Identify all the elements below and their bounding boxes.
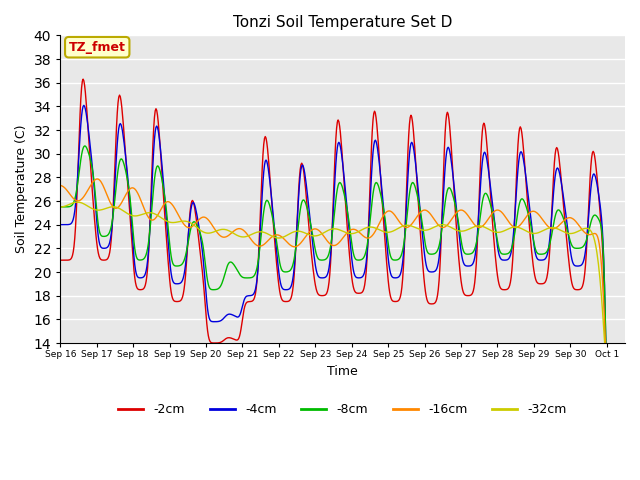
Text: TZ_fmet: TZ_fmet — [69, 41, 125, 54]
X-axis label: Time: Time — [327, 364, 358, 377]
Title: Tonzi Soil Temperature Set D: Tonzi Soil Temperature Set D — [233, 15, 452, 30]
Legend: -2cm, -4cm, -8cm, -16cm, -32cm: -2cm, -4cm, -8cm, -16cm, -32cm — [113, 398, 572, 421]
Y-axis label: Soil Temperature (C): Soil Temperature (C) — [15, 125, 28, 253]
